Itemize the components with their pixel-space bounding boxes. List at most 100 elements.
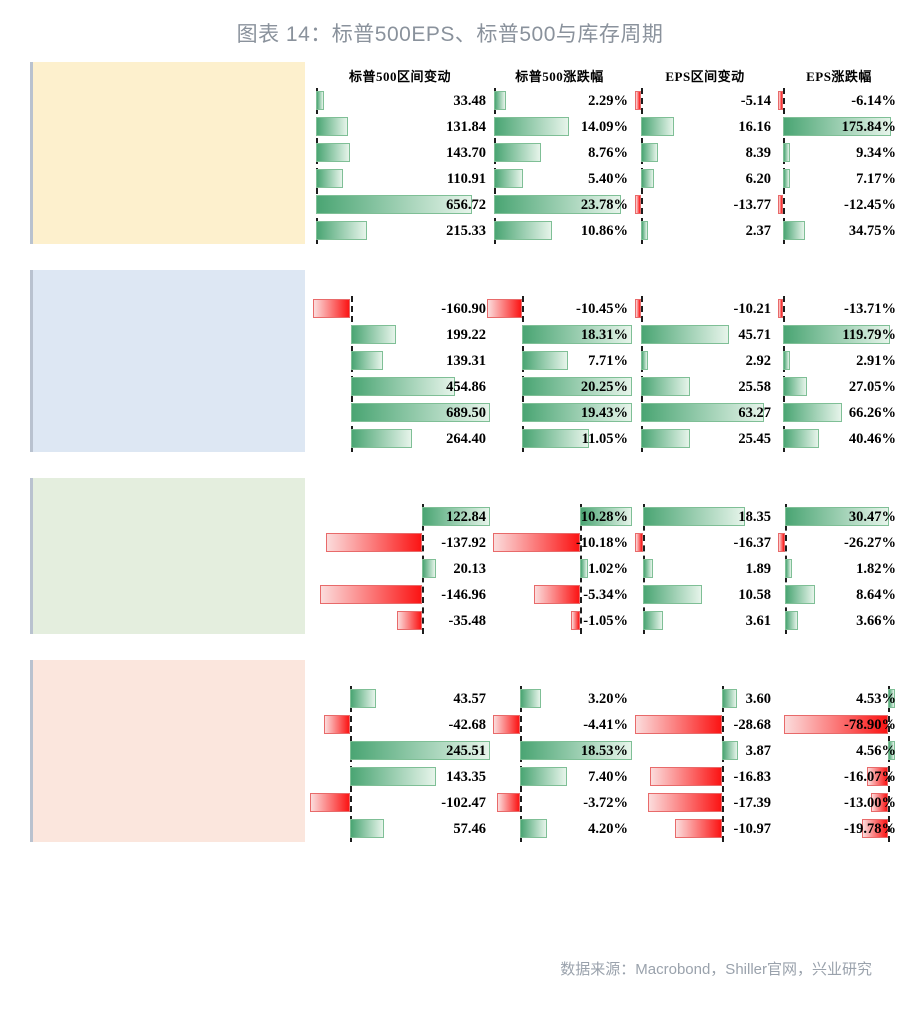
bar-row: -78.90% [778,712,900,738]
value-bar [350,351,383,370]
group-charts: -160.90 199.22 139.31 454.86 689.50 264.40 -10… [302,270,900,452]
value-bar [641,169,654,188]
bar-row: 143.35 [310,764,490,790]
bar-column-sp-pct: -10.45% 18.31% 7.71% 20.25% 19.43% 11.05% [487,270,632,452]
value-bar [350,429,412,448]
group-label-column [30,478,302,634]
bar-row: 18.35 [635,504,775,530]
value-label: 3.60 [745,691,771,707]
value-label: 43.57 [453,691,486,707]
bar-column-eps-pct: 4.53% -78.90% 4.56% -16.07% -13.00% -19.78% [778,660,900,842]
bar-row: -3.72% [487,790,632,816]
value-label: 23.78% [580,197,628,213]
cycle-group: 43.57 -42.68 245.51 143.35 -102.47 57.46 3.20%… [0,660,900,842]
group-charts: 43.57 -42.68 245.51 143.35 -102.47 57.46 3.20%… [302,660,900,842]
bar-row: -137.92 [310,530,490,556]
value-bar [778,195,784,214]
value-bar [635,715,722,734]
value-bar [640,351,648,370]
bar-row: -5.34% [487,582,632,608]
value-label: -10.21 [733,301,771,317]
value-bar [871,793,889,812]
value-bar [642,507,746,526]
group-panel-background [30,62,305,244]
value-label: -19.78% [844,821,896,837]
value-bar [521,325,632,344]
cycle-group: 标普500区间变动 33.48 131.84 143.70 110.91 656.72 21… [0,62,900,244]
bar-row: -4.41% [487,712,632,738]
value-label: 45.71 [738,327,771,343]
value-bar [534,585,580,604]
value-label: 245.51 [446,743,486,759]
value-label: 3.87 [745,743,771,759]
value-bar [640,403,764,422]
zero-axis-line [521,296,524,452]
bar-row: 6.20 [635,166,775,192]
value-bar [493,221,552,240]
bar-column-eps-pct: EPS涨跌幅 -6.14% 175.84% 9.34% 7.17% -12.45% 34.7… [778,62,900,244]
bar-row: 18.31% [487,322,632,348]
value-bar [316,221,368,240]
table-row [30,426,302,452]
value-label: 1.82% [856,561,896,577]
value-label: 131.84 [446,119,486,135]
value-label: 215.33 [446,223,486,239]
zero-axis-line [520,686,523,842]
bar-row: -13.71% [778,296,900,322]
bar-row: -16.37 [635,530,775,556]
value-label: 175.84% [841,119,896,135]
value-bar [785,559,793,578]
group-header-row [30,478,302,504]
value-label: 7.71% [588,353,628,369]
value-label: 3.61 [745,613,771,629]
bar-row: -102.47 [310,790,490,816]
value-bar [397,611,422,630]
bar-column-eps-pct: 30.47% -26.27% 1.82% 8.64% 3.66% [778,478,900,634]
value-bar [493,143,541,162]
zero-axis-line [493,88,496,244]
value-label: 143.35 [446,769,486,785]
value-label: 25.45 [738,431,771,447]
bar-row: -160.90 [310,296,490,322]
bar-row: -10.21 [635,296,775,322]
bar-row: -16.07% [778,764,900,790]
value-label: 8.76% [588,145,628,161]
column-header-eps-range: EPS区间变动 [665,68,745,84]
value-bar [782,325,891,344]
bar-row: -10.45% [487,296,632,322]
value-bar [642,559,654,578]
value-label: -35.48 [448,613,486,629]
value-label: 40.46% [848,431,896,447]
bar-row: 8.64% [778,582,900,608]
bar-row: 175.84% [778,114,900,140]
value-bar [493,91,506,110]
bar-row: 245.51 [310,738,490,764]
table-row [30,88,302,114]
bar-row: -35.48 [310,608,490,634]
table-row [30,816,302,842]
value-label: 27.05% [848,379,896,395]
table-row [30,582,302,608]
bar-row: 25.58 [635,374,775,400]
table-row [30,530,302,556]
value-label: -28.68 [733,717,771,733]
bar-row: 66.26% [778,400,900,426]
value-label: 57.46 [453,821,486,837]
bar-row: 1.89 [635,556,775,582]
value-label: 19.43% [580,405,628,421]
zero-axis-line [640,296,643,452]
bar-row: 14.09% [487,114,632,140]
value-label: 2.37 [745,223,771,239]
value-bar [350,377,456,396]
value-bar [650,767,722,786]
value-bar [721,689,738,708]
bar-column-sp-range: 122.84 -137.92 20.13 -146.96 -35.48 [310,478,490,634]
value-label: -78.90% [844,717,896,733]
bar-row: 139.31 [310,348,490,374]
value-bar [783,143,791,162]
table-row [30,504,302,530]
value-label: -12.45% [844,197,896,213]
value-bar [310,793,350,812]
value-label: -26.27% [844,535,896,551]
column-header-sp-pct: 标普500涨跌幅 [515,68,604,84]
